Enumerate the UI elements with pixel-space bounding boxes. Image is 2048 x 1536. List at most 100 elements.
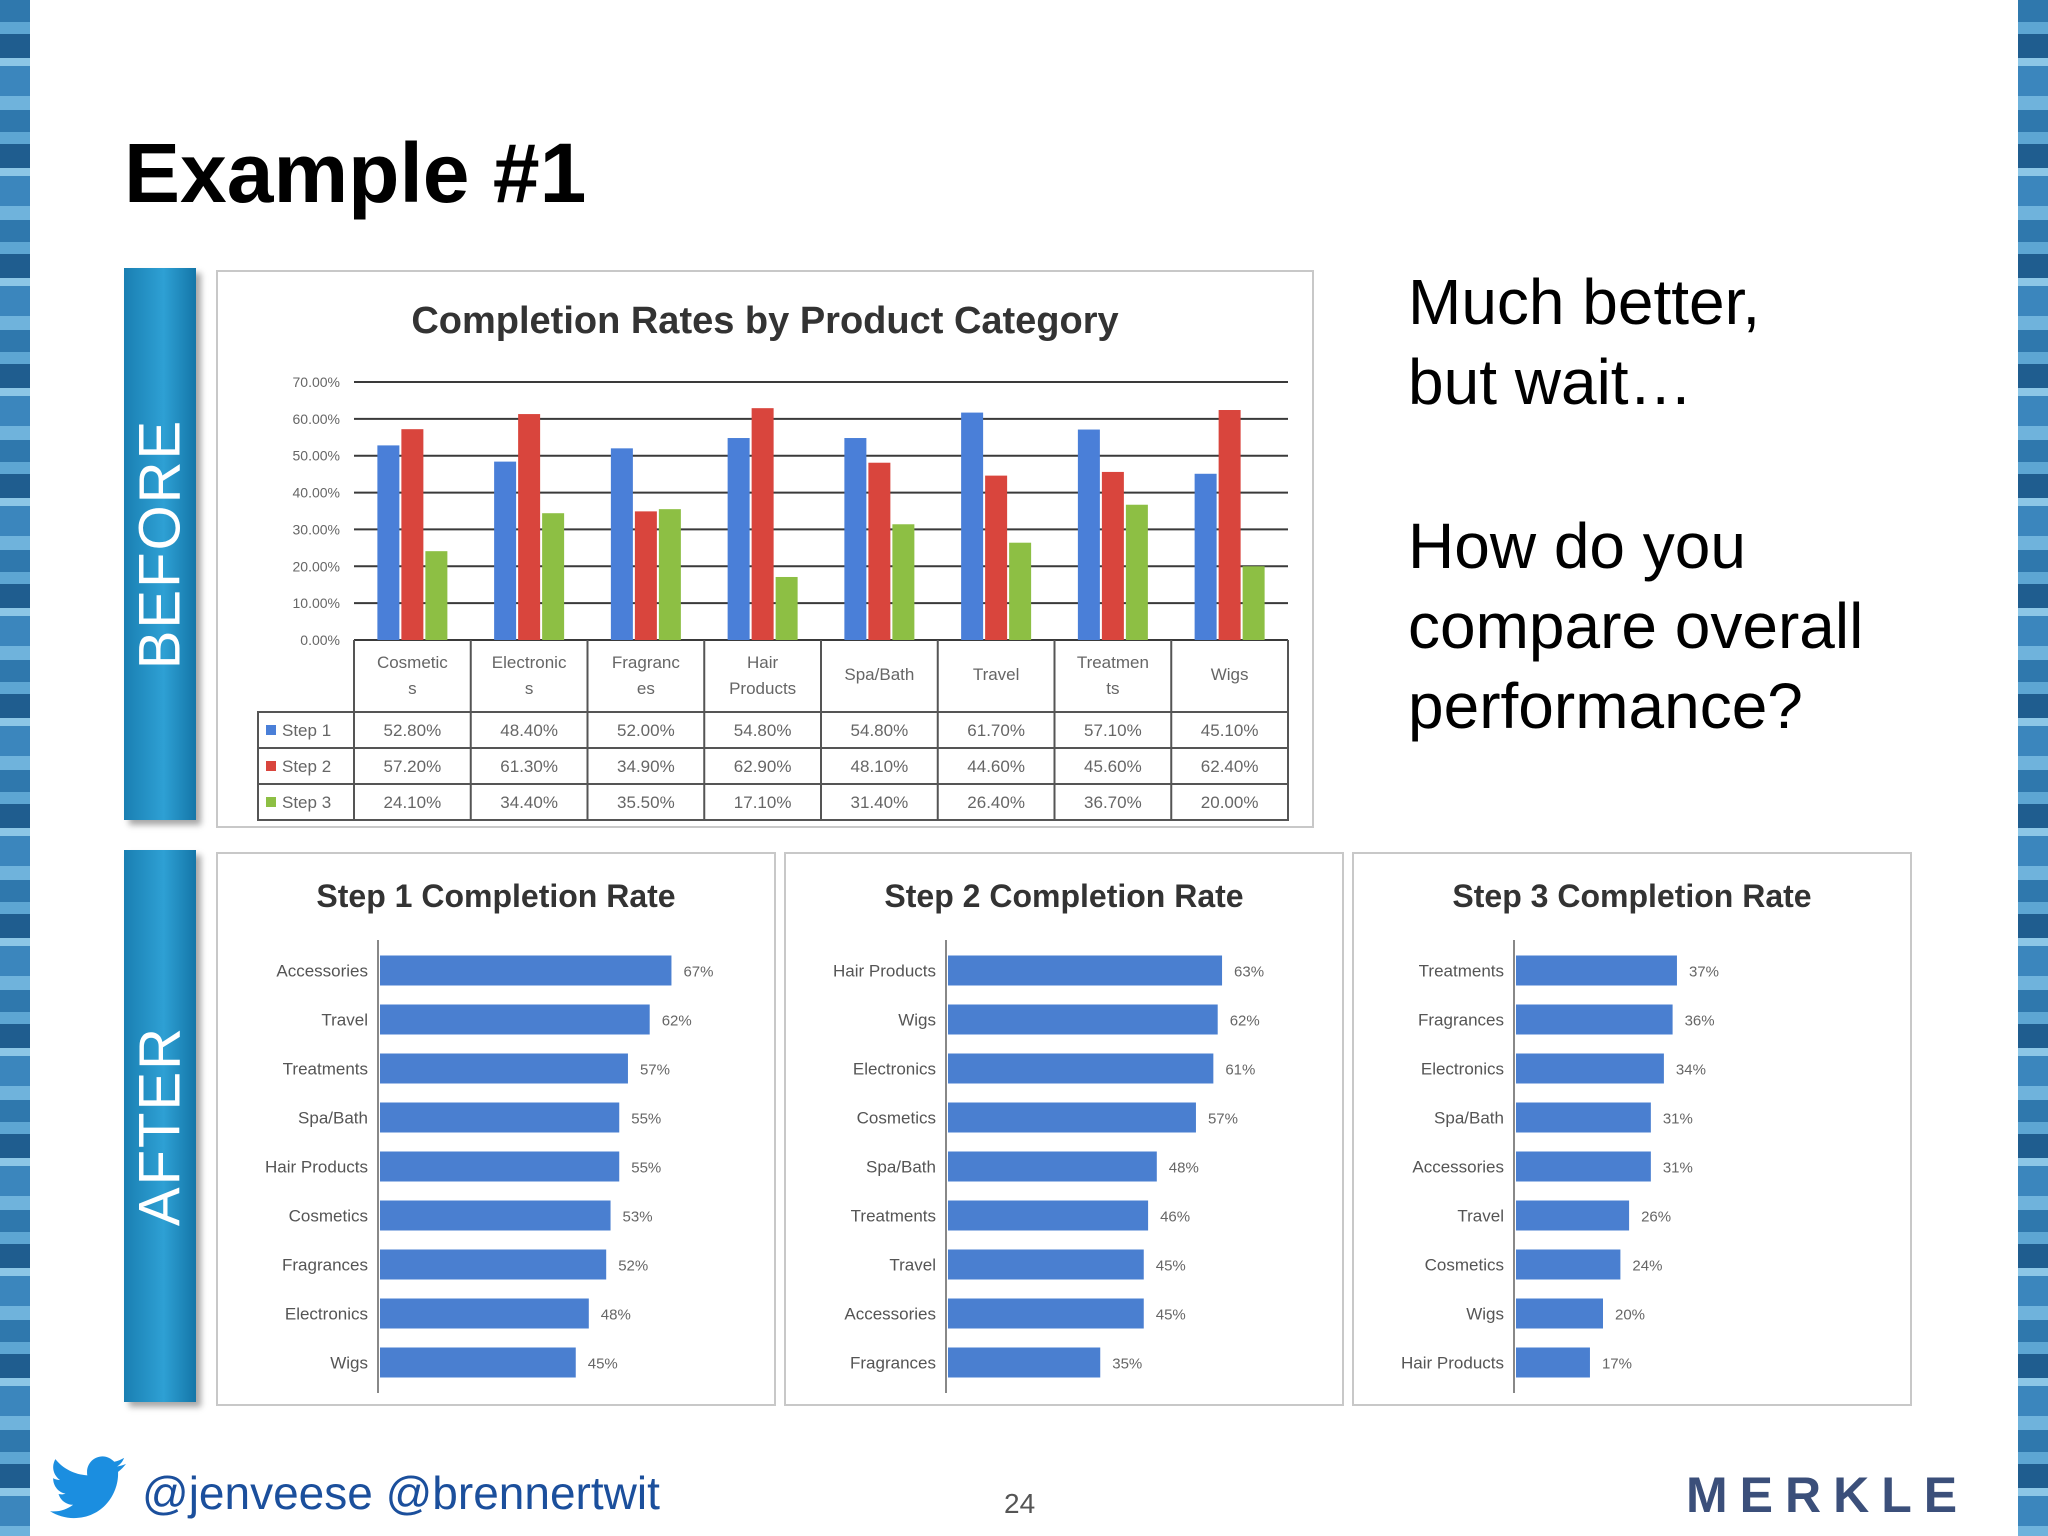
data-value: 17.10% [734,793,792,812]
bar-step3 [1242,566,1265,640]
bar [380,1298,589,1329]
twitter-bird-icon [50,1456,126,1519]
bar [380,1151,620,1182]
data-label: 31% [1663,1160,1693,1177]
bar [948,1298,1144,1329]
data-value: 24.10% [384,793,442,812]
data-label: 57% [1208,1111,1238,1128]
category-label: s [408,679,417,698]
bar [1516,1004,1673,1035]
step2-chart-svg: Hair Products 63% Wigs 62% Electronics 61% Cos… [833,940,1264,1393]
category-label: es [637,679,655,698]
bar-step3 [1009,542,1032,640]
category-label: Wigs [330,1354,368,1373]
data-label: 24% [1632,1258,1662,1275]
before-tab: BEFORE [124,268,196,820]
step3-chart-title: Step 3 Completion Rate [1452,878,1812,914]
side-note-1-line: Much better, [1408,266,1761,338]
slide-title: Example #1 [124,126,587,220]
side-note-2: How do you compare overall performance? [1408,506,1863,746]
category-label: Fragrances [850,1354,936,1373]
bar-step1 [1194,473,1217,640]
bar-step2 [1218,410,1241,640]
category-label: Hair Products [1401,1354,1504,1373]
category-label: Spa/Bath [844,665,914,684]
data-label: 61% [1225,1062,1255,1079]
data-value: 61.70% [967,721,1025,740]
data-value: 52.80% [384,721,442,740]
category-label: Fragrances [1418,1011,1504,1030]
bar [380,1200,611,1231]
data-value: 26.40% [967,793,1025,812]
data-label: 37% [1689,964,1719,981]
category-label: Hair Products [265,1158,368,1177]
data-value: 52.00% [617,721,675,740]
data-label: 63% [1234,964,1264,981]
y-tick-label: 10.00% [293,595,340,611]
before-chart-title: Completion Rates by Product Category [411,300,1119,342]
step1-chart-svg: Accessories 67% Travel 62% Treatments 57% Spa/… [265,940,713,1393]
company-logo: MERKLE [1686,1467,1970,1523]
y-tick-label: 30.00% [293,521,340,537]
data-value: 61.30% [500,757,558,776]
before-chart: Completion Rates by Product Category 0.0… [216,270,1314,828]
data-label: 17% [1602,1356,1632,1373]
data-value: 45.60% [1084,757,1142,776]
side-note-2-line: compare overall [1408,590,1864,662]
side-note-1: Much better, but wait… [1408,262,1760,422]
category-label: Spa/Bath [298,1109,368,1128]
side-note-2-line: performance? [1408,670,1803,742]
data-label: 48% [601,1307,631,1324]
bar [380,1347,576,1378]
category-label: Travel [973,665,1020,684]
bar [1516,1298,1603,1329]
data-label: 26% [1641,1209,1671,1226]
category-label: Travel [889,1256,936,1275]
bar-step1 [844,438,867,640]
data-value: 48.10% [851,757,909,776]
data-label: 45% [588,1356,618,1373]
series-name: Step 1 [282,721,331,740]
data-value: 57.10% [1084,721,1142,740]
category-label: Travel [321,1011,368,1030]
bar-step2 [751,408,774,640]
bar-step1 [610,448,633,640]
data-value: 34.90% [617,757,675,776]
bar [1516,1053,1664,1084]
twitter-handles: @jenveese @brennertwit [142,1467,660,1519]
before-label: BEFORE [127,418,193,670]
bar [948,1151,1157,1182]
data-value: 35.50% [617,793,675,812]
bar [948,1053,1214,1084]
y-tick-label: 0.00% [300,632,340,648]
data-label: 46% [1160,1209,1190,1226]
category-label: Wigs [898,1011,936,1030]
left-decorative-stripe [0,0,30,1536]
step3-chart: Step 3 Completion Rate Treatments 37% Frag… [1352,852,1912,1406]
bar [380,1004,650,1035]
category-label: Cosmetics [857,1109,936,1128]
data-label: 35% [1112,1356,1142,1373]
data-value: 54.80% [851,721,909,740]
legend-key [266,725,276,735]
side-note-1-line: but wait… [1408,346,1693,418]
category-label: Electronics [285,1305,368,1324]
category-label: Electronics [1421,1060,1504,1079]
data-label: 57% [640,1062,670,1079]
data-label: 52% [618,1258,648,1275]
data-value: 48.40% [500,721,558,740]
before-chart-svg: 0.00% 10.00% 20.00% 30.00% 40.00% 50.00% 60.00… [257,374,1289,821]
category-label: Electronics [853,1060,936,1079]
bar [1516,1151,1651,1182]
page-number: 24 [1004,1488,1036,1519]
bar [1516,1200,1630,1231]
category-label: Fragranc [612,653,681,672]
category-label: Cosmetics [289,1207,368,1226]
data-label: 45% [1156,1258,1186,1275]
category-label: ts [1106,679,1119,698]
step3-chart-svg: Treatments 37% Fragrances 36% Electronics 34%… [1401,940,1719,1393]
category-label: Wigs [1211,665,1249,684]
bar-step2 [1101,471,1124,640]
step2-chart: Step 2 Completion Rate Hair Products 63% W… [784,852,1344,1406]
bar-step2 [518,414,541,640]
